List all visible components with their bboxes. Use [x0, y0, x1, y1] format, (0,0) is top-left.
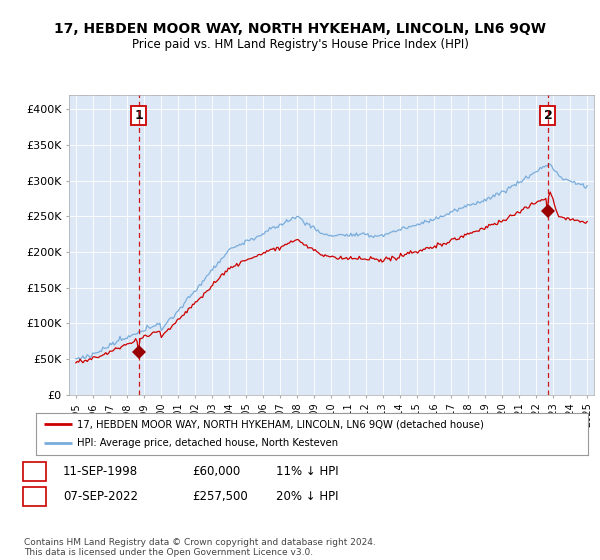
Text: 11% ↓ HPI: 11% ↓ HPI [276, 465, 338, 478]
Text: 2: 2 [30, 490, 38, 503]
Text: HPI: Average price, detached house, North Kesteven: HPI: Average price, detached house, Nort… [77, 438, 338, 449]
Text: 1: 1 [30, 465, 38, 478]
Text: £60,000: £60,000 [192, 465, 240, 478]
Text: 2: 2 [544, 109, 553, 122]
Text: Contains HM Land Registry data © Crown copyright and database right 2024.
This d: Contains HM Land Registry data © Crown c… [24, 538, 376, 557]
Text: 20% ↓ HPI: 20% ↓ HPI [276, 490, 338, 503]
Text: £257,500: £257,500 [192, 490, 248, 503]
Text: 17, HEBDEN MOOR WAY, NORTH HYKEHAM, LINCOLN, LN6 9QW: 17, HEBDEN MOOR WAY, NORTH HYKEHAM, LINC… [54, 22, 546, 36]
Text: 1: 1 [134, 109, 143, 122]
Text: 07-SEP-2022: 07-SEP-2022 [63, 490, 138, 503]
Text: 17, HEBDEN MOOR WAY, NORTH HYKEHAM, LINCOLN, LN6 9QW (detached house): 17, HEBDEN MOOR WAY, NORTH HYKEHAM, LINC… [77, 419, 484, 429]
Text: 11-SEP-1998: 11-SEP-1998 [63, 465, 138, 478]
Text: Price paid vs. HM Land Registry's House Price Index (HPI): Price paid vs. HM Land Registry's House … [131, 38, 469, 51]
